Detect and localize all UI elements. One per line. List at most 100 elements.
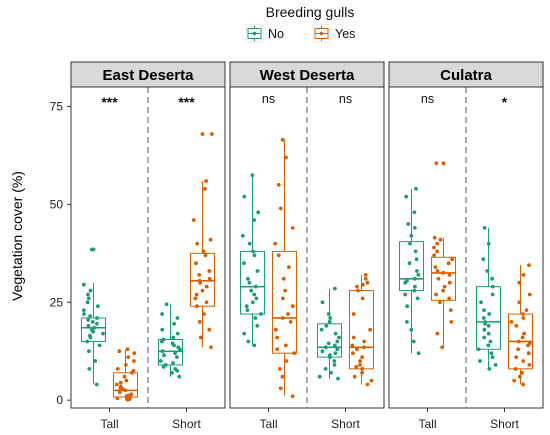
data-point: [249, 288, 254, 293]
iqr-box: [317, 323, 342, 358]
data-point: [283, 343, 288, 348]
data-point: [493, 363, 498, 367]
data-point: [194, 261, 198, 266]
data-point: [209, 132, 214, 136]
data-point: [207, 327, 212, 332]
data-point: [114, 382, 119, 387]
data-point: [274, 327, 278, 332]
data-point: [162, 353, 166, 358]
data-point: [333, 351, 338, 356]
x-tick-label: Short: [490, 417, 519, 431]
data-point: [332, 363, 337, 367]
iqr-box: [399, 241, 424, 292]
data-point: [435, 241, 440, 246]
data-point: [354, 365, 359, 369]
data-point: [252, 253, 257, 258]
data-point: [171, 335, 176, 340]
data-point: [87, 367, 92, 371]
data-point: [328, 316, 333, 320]
data-point: [278, 386, 283, 391]
data-point: [358, 363, 362, 367]
data-point: [198, 280, 203, 285]
data-point: [280, 374, 285, 379]
x-tick-label: Tall: [259, 417, 277, 431]
data-point: [93, 359, 98, 363]
facet-strip-title: Culatra: [440, 67, 492, 84]
outlier-point: [200, 132, 205, 136]
data-point: [204, 284, 209, 289]
data-point: [194, 292, 199, 297]
data-point: [280, 137, 285, 142]
box-no: [158, 302, 183, 379]
data-point: [275, 347, 279, 352]
data-point: [175, 331, 180, 336]
group-short: Short *: [476, 94, 533, 431]
data-point: [352, 374, 357, 379]
significance-label: *: [502, 94, 508, 110]
data-point: [320, 300, 325, 305]
box-yes: [190, 132, 215, 350]
data-point: [434, 161, 439, 166]
x-tick-label: Tall: [100, 417, 118, 431]
data-point: [164, 302, 169, 307]
data-point: [278, 367, 282, 371]
data-point: [132, 359, 136, 363]
data-point: [203, 253, 208, 258]
data-point: [326, 341, 331, 346]
data-point: [283, 288, 287, 293]
data-point: [253, 316, 258, 320]
box-no: [317, 286, 342, 381]
data-point: [160, 339, 164, 344]
iqr-box: [431, 256, 456, 301]
data-point: [408, 241, 412, 246]
data-point: [90, 320, 95, 324]
data-point: [81, 282, 86, 287]
data-point: [481, 316, 486, 320]
data-point: [86, 318, 91, 322]
data-point: [351, 312, 356, 316]
legend: Breeding gulls No Yes: [245, 4, 355, 43]
data-point: [240, 233, 245, 238]
outlier-point: [441, 161, 446, 166]
data-point: [85, 300, 90, 305]
iqr-box: [240, 250, 265, 315]
data-point: [520, 335, 525, 340]
data-point: [441, 288, 445, 293]
legend-label: Yes: [335, 27, 355, 41]
data-point: [132, 351, 137, 356]
data-point: [486, 323, 491, 328]
data-point: [521, 359, 526, 363]
data-point: [94, 382, 99, 387]
data-point: [414, 257, 419, 262]
data-point: [245, 308, 250, 312]
data-point: [360, 370, 364, 375]
data-point: [521, 382, 526, 387]
data-point: [333, 343, 337, 348]
data-point: [332, 359, 337, 363]
data-point: [434, 292, 438, 297]
data-point: [527, 263, 531, 267]
data-point: [363, 273, 368, 277]
data-point: [526, 351, 531, 356]
data-point: [286, 312, 290, 316]
group-tall: Tall ***: [81, 94, 138, 431]
data-point: [490, 355, 495, 359]
legend-point: [319, 31, 324, 36]
data-point: [521, 316, 526, 320]
data-point: [125, 347, 130, 352]
data-point: [447, 280, 452, 285]
data-point: [87, 349, 91, 354]
data-point: [198, 335, 203, 340]
data-point: [355, 347, 359, 352]
data-point: [446, 261, 451, 266]
data-point: [287, 265, 291, 269]
data-point: [200, 288, 205, 293]
data-point: [487, 312, 492, 316]
data-point: [88, 288, 93, 293]
data-point: [273, 241, 278, 246]
data-point: [436, 276, 441, 281]
outlier-point: [91, 247, 96, 252]
data-point: [333, 331, 338, 336]
facet-panel-east-deserta: East Deserta Tall *** Short ***: [70, 61, 226, 431]
